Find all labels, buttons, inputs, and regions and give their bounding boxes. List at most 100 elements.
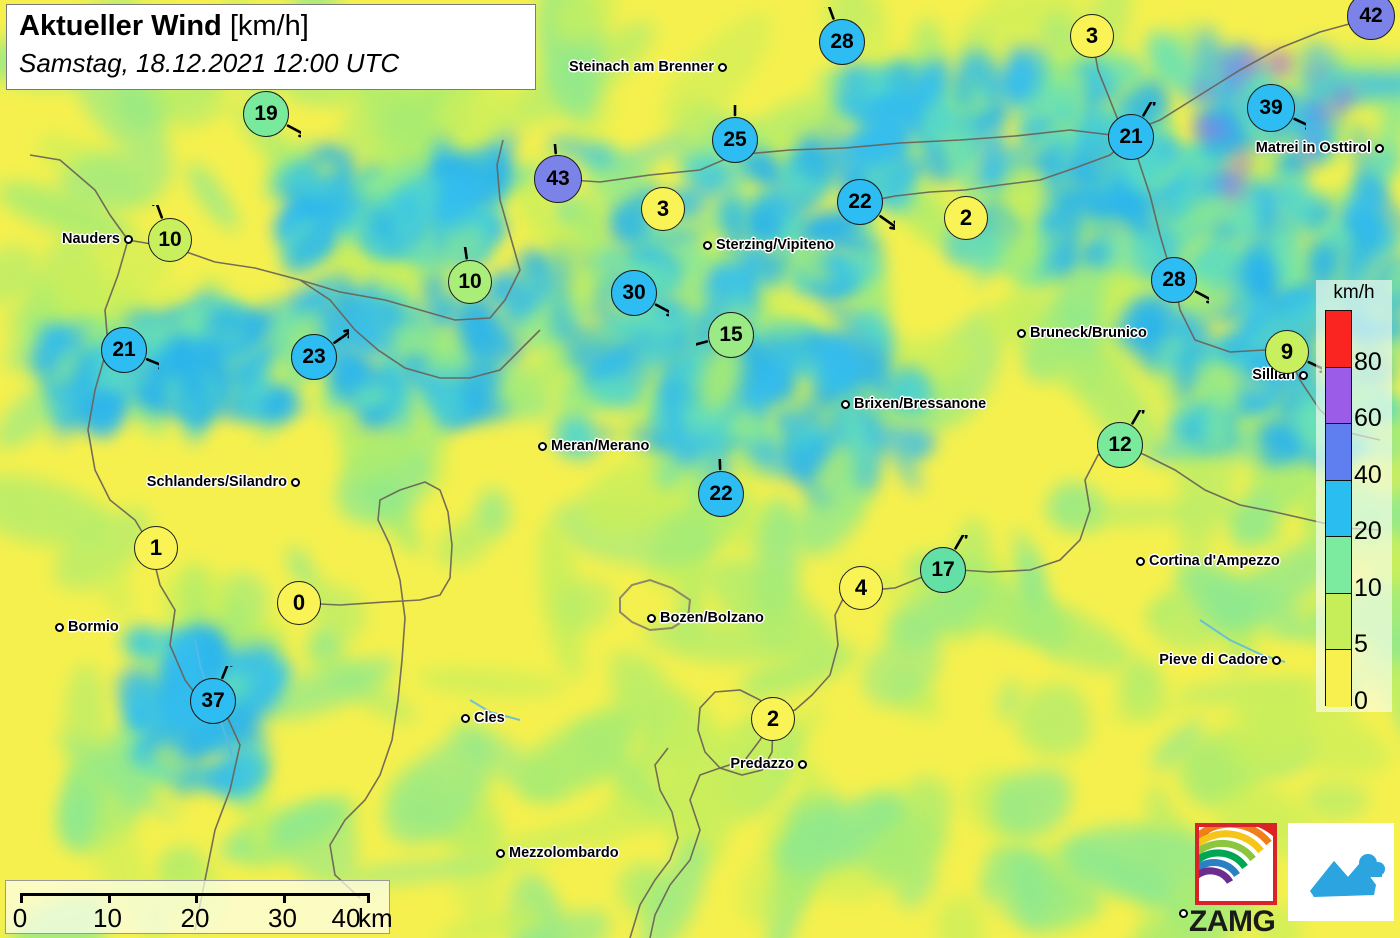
city-marker-icon xyxy=(55,622,64,632)
city-label: Bruneck/Brunico xyxy=(1017,325,1147,341)
legend-colorbar: km/h 80 60 40 20 10 5 0 xyxy=(1316,280,1392,715)
wind-speed-value: 25 xyxy=(712,117,758,163)
wind-speed-value: 39 xyxy=(1247,84,1295,132)
wind-speed-value: 3 xyxy=(1070,14,1114,58)
city-marker-icon xyxy=(703,240,712,250)
map-title: Aktueller Wind [km/h] xyxy=(19,7,525,45)
scale-number: 30 xyxy=(268,903,297,933)
city-name: Cles xyxy=(474,710,505,726)
city-marker-icon xyxy=(841,399,850,409)
zamg-degree-icon xyxy=(1179,909,1188,918)
city-marker-icon xyxy=(291,477,300,487)
scale-unit: km xyxy=(358,903,393,933)
city-marker-icon xyxy=(647,613,656,623)
city-label: Cortina d'Ampezzo xyxy=(1136,553,1280,569)
city-name: Bozen/Bolzano xyxy=(660,610,764,626)
wind-speed-value: 28 xyxy=(819,19,865,65)
city-marker-icon xyxy=(1375,143,1384,153)
map-title-main: Aktueller Wind xyxy=(19,10,222,42)
wind-speed-value: 21 xyxy=(101,327,147,373)
zamg-rainbow-icon xyxy=(1195,823,1277,905)
legend-tick: 10 xyxy=(1354,573,1382,602)
city-marker-icon xyxy=(1017,328,1026,338)
legend-band xyxy=(1326,424,1351,481)
city-marker-icon xyxy=(461,713,470,723)
zamg-logo: ZAMG xyxy=(1179,823,1277,938)
city-marker-icon xyxy=(538,441,547,451)
wind-speed-value: 10 xyxy=(148,218,192,262)
scale-number: 40 xyxy=(331,903,361,933)
city-name: Meran/Merano xyxy=(551,438,650,454)
legend-tick: 5 xyxy=(1354,630,1368,659)
city-label: Pieve di Cadore xyxy=(1159,652,1281,668)
wind-speed-value: 19 xyxy=(243,91,289,137)
wind-speed-value: 2 xyxy=(751,697,795,741)
city-name: Predazzo xyxy=(730,756,794,772)
city-name: Bruneck/Brunico xyxy=(1030,325,1147,341)
city-marker-icon xyxy=(1136,556,1145,566)
city-name: Pieve di Cadore xyxy=(1159,652,1268,668)
wind-speed-value: 4 xyxy=(839,566,883,610)
wind-speed-value: 17 xyxy=(920,547,966,593)
scale-tick xyxy=(195,893,198,903)
city-label: Sterzing/Vipiteno xyxy=(703,237,834,253)
title-box: Aktueller Wind [km/h] Samstag, 18.12.202… xyxy=(6,4,536,90)
city-label: Bozen/Bolzano xyxy=(647,610,764,626)
city-name: Bormio xyxy=(68,619,119,635)
legend-tick: 0 xyxy=(1354,687,1368,715)
wind-speed-value: 12 xyxy=(1097,422,1143,468)
wind-speed-value: 3 xyxy=(641,187,685,231)
legend-bar xyxy=(1325,310,1352,707)
legend-tick: 20 xyxy=(1354,517,1382,546)
wind-speed-value: 0 xyxy=(277,581,321,625)
wind-speed-value: 10 xyxy=(448,260,492,304)
city-label: Nauders xyxy=(62,231,133,247)
wind-speed-value: 37 xyxy=(190,678,236,724)
city-marker-icon xyxy=(1299,370,1308,380)
scale-number: 0 xyxy=(12,903,28,933)
partner-logo xyxy=(1288,823,1394,921)
city-label: Matrei in Osttirol xyxy=(1256,140,1384,156)
wind-speed-value: 2 xyxy=(944,196,988,240)
city-label: Predazzo xyxy=(730,756,807,772)
legend-tick: 80 xyxy=(1354,347,1382,376)
wind-speed-value: 43 xyxy=(534,155,582,203)
wind-speed-value: 22 xyxy=(837,179,883,225)
legend-unit-label: km/h xyxy=(1333,282,1375,303)
mountain-cloud-icon xyxy=(1310,854,1385,897)
legend-band xyxy=(1326,311,1351,368)
map-datetime: Samstag, 18.12.2021 12:00 UTC xyxy=(19,48,400,78)
legend-band xyxy=(1326,593,1351,651)
wind-speed-value: 22 xyxy=(698,471,744,517)
wind-speed-value: 30 xyxy=(611,270,657,316)
scale-tick xyxy=(282,893,286,903)
city-label: Bormio xyxy=(55,619,119,635)
legend-band xyxy=(1326,650,1351,707)
city-name: Mezzolombardo xyxy=(509,845,619,861)
legend-band xyxy=(1326,367,1351,425)
city-label: Mezzolombardo xyxy=(496,845,619,861)
scale-bar: 0 10 20 30 40 km xyxy=(5,880,393,934)
wind-speed-value: 23 xyxy=(291,334,337,380)
legend-tick: 60 xyxy=(1354,404,1382,433)
city-label: Steinach am Brenner xyxy=(569,59,727,75)
city-name: Matrei in Osttirol xyxy=(1255,140,1371,156)
city-name: Brixen/Bressanone xyxy=(854,396,987,412)
legend-tick: 40 xyxy=(1354,460,1382,489)
city-marker-icon xyxy=(718,62,727,72)
city-name: Steinach am Brenner xyxy=(568,59,714,75)
zamg-wordmark: ZAMG xyxy=(1189,905,1276,938)
map-title-unit: [km/h] xyxy=(229,10,309,42)
city-marker-icon xyxy=(798,759,807,769)
city-marker-icon xyxy=(496,848,505,858)
city-label: Cles xyxy=(461,710,505,726)
city-label: Brixen/Bressanone xyxy=(841,396,986,412)
city-label: Meran/Merano xyxy=(538,438,649,454)
wind-speed-value: 21 xyxy=(1108,114,1154,160)
scale-tick xyxy=(107,893,111,903)
city-label: Schlanders/Silandro xyxy=(147,474,300,490)
wind-speed-value: 1 xyxy=(134,526,178,570)
city-marker-icon xyxy=(1272,655,1281,665)
